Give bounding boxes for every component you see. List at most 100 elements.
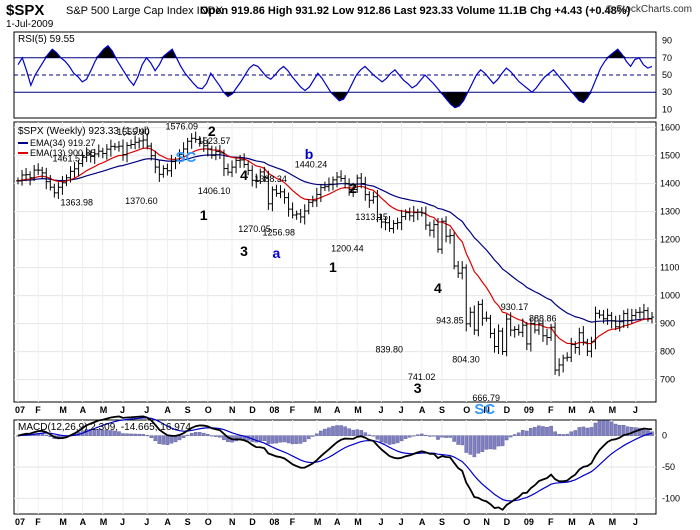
macd-x-label: O	[205, 517, 212, 527]
macd-histogram-bar	[520, 429, 525, 436]
price-x-label: D	[249, 405, 256, 415]
macd-histogram-bar	[415, 434, 420, 436]
macd-histogram-bar	[201, 432, 206, 436]
wave-label: 1	[200, 207, 208, 223]
quote-date: 1-Jul-2009	[6, 19, 54, 30]
price-annotation: 930.17	[501, 302, 529, 312]
macd-histogram-bar	[456, 435, 460, 445]
macd-histogram-bar	[262, 435, 267, 441]
macd-histogram-bar	[476, 435, 481, 454]
macd-x-label: D	[249, 517, 256, 527]
macd-x-label: J	[144, 517, 149, 527]
price-x-label: O	[463, 405, 470, 415]
wave-label: 4	[240, 167, 248, 183]
price-x-label: F	[548, 405, 554, 415]
price-annotation: 804.30	[452, 354, 480, 364]
macd-histogram-bar	[549, 425, 553, 436]
price-x-label: F	[35, 405, 41, 415]
price-x-label: A	[588, 405, 595, 415]
price-x-label: A	[419, 405, 426, 415]
price-tick-label: 900	[660, 319, 675, 329]
macd-tick-label: 0	[662, 431, 667, 441]
macd-histogram-bar	[597, 420, 602, 436]
macd-histogram-bar	[331, 426, 335, 436]
macd-x-label: S	[439, 517, 445, 527]
macd-histogram-bar	[335, 425, 339, 436]
macd-histogram-bar	[222, 435, 226, 441]
rsi-tick-label: 70	[662, 53, 672, 63]
wave-label: b	[305, 146, 314, 162]
macd-histogram-bar	[44, 434, 49, 436]
rsi-line	[17, 44, 653, 109]
price-tick-label: 1300	[660, 207, 680, 217]
wave-label: SC	[474, 401, 495, 418]
macd-histogram-bar	[177, 435, 182, 441]
macd-histogram-bar	[399, 435, 404, 442]
macd-histogram-bar	[210, 435, 214, 437]
price-x-label: A	[334, 405, 341, 415]
macd-histogram-bar	[371, 435, 376, 437]
macd-x-label: F	[35, 517, 41, 527]
macd-x-label: M	[354, 517, 362, 527]
stockcharts-watermark: © StockCharts.com	[605, 4, 692, 15]
price-x-label: J	[399, 405, 404, 415]
macd-histogram-bar	[488, 435, 493, 450]
price-x-label: O	[205, 405, 212, 415]
price-annotation: 943.85	[436, 315, 464, 325]
macd-histogram-bar	[153, 435, 158, 442]
macd-histogram-bar	[234, 435, 238, 442]
macd-histogram-bar	[605, 420, 610, 436]
ema34-line	[17, 154, 653, 323]
macd-histogram-bar	[379, 435, 384, 443]
macd-histogram-bar	[193, 432, 198, 436]
price-annotation: 1313.15	[355, 212, 388, 222]
macd-histogram-bar	[407, 435, 412, 438]
macd-histogram-bar	[185, 434, 190, 436]
price-x-label: M	[568, 405, 576, 415]
macd-histogram-bar	[319, 430, 323, 436]
macd-histogram-bar	[428, 435, 432, 437]
wave-label: SC	[176, 149, 197, 166]
price-x-label: J	[144, 405, 149, 415]
rsi-title: RSI(5) 59.55	[18, 34, 75, 45]
macd-histogram-bar	[432, 435, 436, 437]
macd-histogram-bar	[355, 429, 360, 436]
macd-histogram-bar	[589, 427, 594, 436]
macd-histogram-bar	[339, 425, 343, 436]
macd-histogram-bar	[403, 435, 408, 439]
wave-label: 3	[414, 380, 422, 396]
macd-histogram-bar	[529, 428, 533, 436]
price-x-label: 07	[15, 405, 25, 415]
price-x-label: J	[120, 405, 125, 415]
macd-histogram-bar	[101, 429, 105, 436]
macd-x-label: J	[378, 517, 383, 527]
macd-histogram-bar	[137, 433, 141, 436]
price-x-label: M	[59, 405, 66, 415]
macd-histogram-bar	[436, 435, 440, 440]
macd-histogram-bar	[569, 431, 574, 436]
macd-histogram-bar	[533, 427, 537, 436]
price-x-label: 09	[524, 405, 534, 415]
price-x-label: S	[185, 405, 191, 415]
macd-x-label: S	[185, 517, 191, 527]
macd-histogram-bar	[149, 435, 154, 438]
macd-histogram-bar	[327, 427, 331, 436]
macd-x-label: M	[568, 517, 576, 527]
price-tick-label: 700	[660, 375, 675, 385]
macd-histogram-bar	[117, 431, 121, 436]
macd-histogram-bar	[468, 435, 473, 455]
macd-histogram-bar	[286, 435, 291, 444]
macd-histogram-bar	[157, 435, 162, 444]
price-annotation: 1388.34	[254, 174, 287, 184]
macd-histogram-bar	[189, 432, 194, 436]
price-tick-label: 1500	[660, 151, 680, 161]
wave-label: 2	[349, 180, 357, 196]
macd-x-label: 08	[269, 517, 279, 527]
macd-histogram-bar	[121, 433, 125, 436]
rsi-tick-label: 10	[662, 104, 672, 114]
wave-label: 1	[329, 259, 337, 275]
macd-histogram-bar	[367, 434, 372, 436]
macd-signal-line	[17, 417, 653, 502]
macd-histogram-bar	[133, 433, 137, 436]
